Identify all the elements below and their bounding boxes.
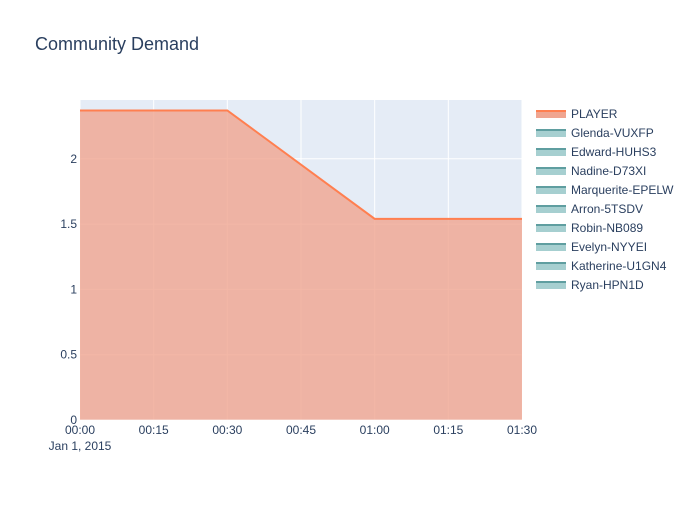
legend-label: Arron-5TSDV [571, 202, 643, 216]
legend-item[interactable]: Ryan-HPN1D [536, 278, 644, 292]
y-tick-label: 0.5 [60, 348, 77, 362]
legend-item[interactable]: Glenda-VUXFP [536, 126, 654, 140]
legend-label: Nadine-D73XI [571, 164, 646, 178]
legend-item[interactable]: Katherine-U1GN4 [536, 259, 667, 273]
x-tick-label: 01:15 [433, 423, 463, 437]
legend-item[interactable]: PLAYER [536, 107, 618, 121]
x-tick-label: 00:00 [65, 423, 95, 437]
legend[interactable]: PLAYER Glenda-VUXFP Edward-HUHS3 Nadine-D73… [536, 107, 674, 292]
legend-label: Katherine-U1GN4 [571, 259, 667, 273]
legend-item[interactable]: Marquerite-EPELW [536, 183, 674, 197]
y-tick-label: 1.5 [60, 217, 77, 231]
y-tick-label: 1 [70, 282, 77, 296]
legend-label: Marquerite-EPELW [571, 183, 674, 197]
legend-item[interactable]: Edward-HUHS3 [536, 145, 657, 159]
legend-item[interactable]: Arron-5TSDV [536, 202, 643, 216]
chart-title: Community Demand [35, 34, 199, 54]
x-tick-label: 00:30 [212, 423, 242, 437]
legend-label: Ryan-HPN1D [571, 278, 644, 292]
x-tick-label: 01:00 [360, 423, 390, 437]
legend-label: Robin-NB089 [571, 221, 643, 235]
legend-item[interactable]: Evelyn-NYYEI [536, 240, 647, 254]
legend-label: Edward-HUHS3 [571, 145, 657, 159]
y-tick-label: 2 [70, 152, 77, 166]
legend-label: PLAYER [571, 107, 618, 121]
legend-label: Evelyn-NYYEI [571, 240, 647, 254]
x-date-label: Jan 1, 2015 [49, 439, 112, 453]
x-tick-label: 00:45 [286, 423, 316, 437]
legend-item[interactable]: Nadine-D73XI [536, 164, 646, 178]
legend-label: Glenda-VUXFP [571, 126, 654, 140]
x-tick-label: 00:15 [139, 423, 169, 437]
x-tick-label: 01:30 [507, 423, 537, 437]
legend-item[interactable]: Robin-NB089 [536, 221, 643, 235]
